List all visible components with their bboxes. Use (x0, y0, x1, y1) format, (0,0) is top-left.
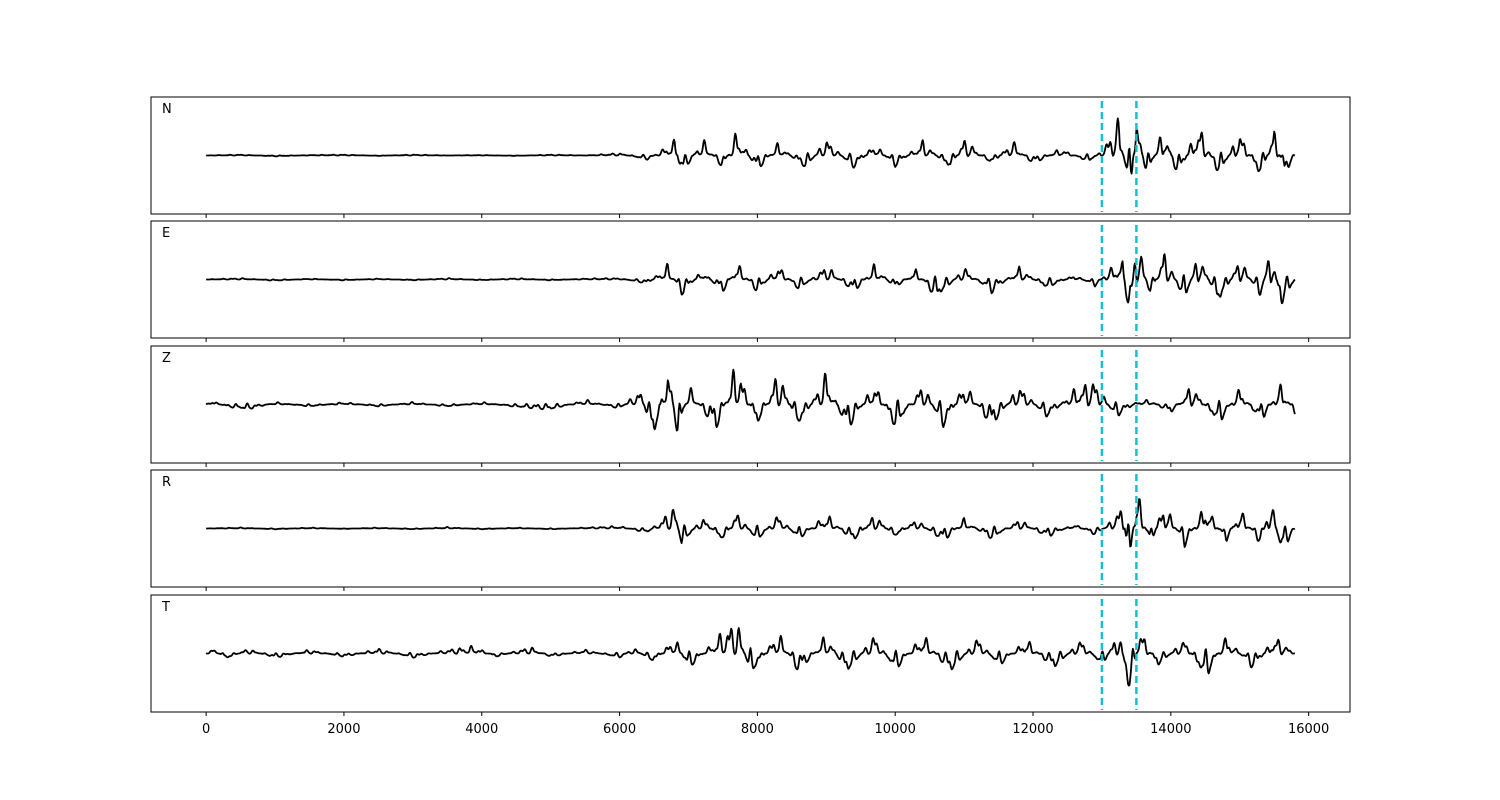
panel-frame (150, 345, 1351, 464)
x-tick-label: 2000 (327, 722, 360, 737)
x-tick-label: 12000 (1012, 722, 1053, 737)
panel-frame (150, 220, 1351, 339)
waveform-r (205, 498, 1296, 548)
panel-label-t: T (161, 600, 170, 615)
x-tick-label: 16000 (1288, 722, 1329, 737)
x-tick-label: 6000 (603, 722, 636, 737)
waveform-z (205, 368, 1296, 432)
x-tick-label: 14000 (1150, 722, 1191, 737)
x-tick-label: 8000 (741, 722, 774, 737)
panel-t: T (150, 594, 1351, 716)
panel-e: E (150, 220, 1351, 342)
x-tick-label: 0 (202, 722, 210, 737)
panel-label-e: E (162, 226, 170, 241)
waveform-n (205, 117, 1296, 175)
x-tick-label: 10000 (875, 722, 916, 737)
panel-frame (150, 469, 1351, 588)
panel-frame (150, 594, 1351, 713)
waveform-e (205, 253, 1296, 305)
x-tick-label: 4000 (465, 722, 498, 737)
panels: N E Z R T (150, 96, 1351, 716)
waveform-t (205, 627, 1296, 687)
x-axis: 0 2000 4000 6000 8000 10000 12000 14000 16000 (202, 722, 1329, 737)
panel-r: R (150, 469, 1351, 591)
panel-frame (150, 96, 1351, 215)
panel-label-r: R (162, 475, 171, 490)
panel-label-z: Z (162, 351, 171, 366)
panel-n: N (150, 96, 1351, 218)
panel-z: Z (150, 345, 1351, 467)
panel-label-n: N (162, 102, 172, 117)
